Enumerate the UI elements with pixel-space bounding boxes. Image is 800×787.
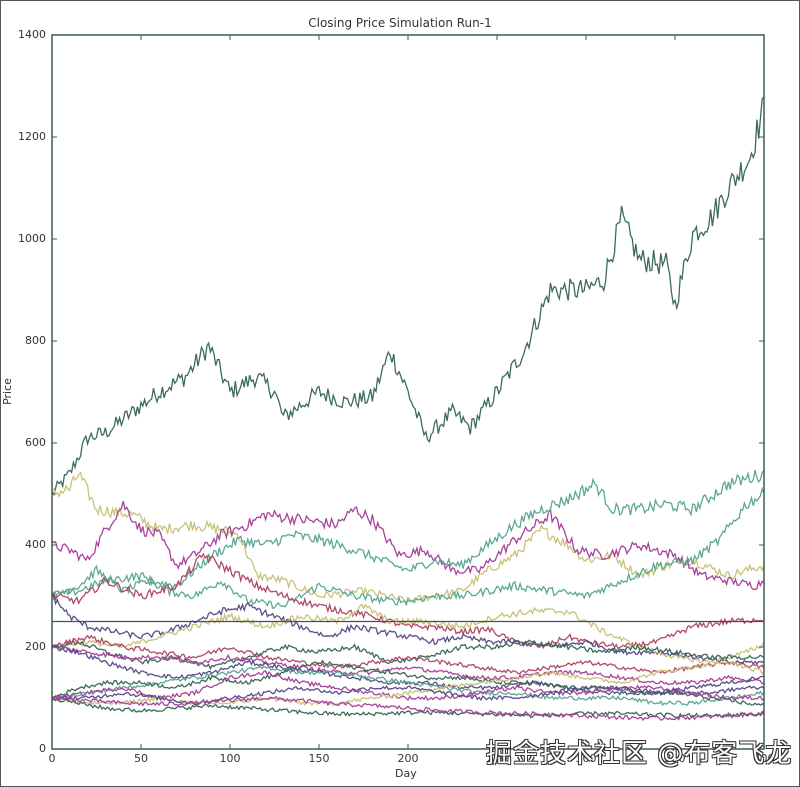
series-line-sim-10 (51, 644, 765, 686)
series-line-sim-14 (51, 659, 765, 706)
series-line-sim-11 (51, 634, 765, 675)
series-line-sim-1 (51, 96, 765, 496)
y-tick-label: 0 (39, 742, 46, 755)
x-tick-label: 100 (219, 752, 241, 765)
series-line-sim-4 (51, 469, 765, 600)
series-line-sim-9 (51, 639, 765, 671)
x-tick-label: 250 (486, 752, 508, 765)
series-line-sim-7 (51, 592, 765, 666)
series-line-sim-17 (51, 675, 765, 706)
series-line-sim-18 (51, 697, 765, 719)
x-tick-label: 400 (753, 752, 775, 765)
y-tick-label: 600 (25, 436, 46, 449)
x-tick-label: 350 (664, 752, 686, 765)
y-tick-label: 400 (25, 538, 46, 551)
y-tick-label: 1000 (18, 232, 46, 245)
series-line-sim-6 (51, 552, 765, 650)
series-line-sim-19 (51, 695, 765, 722)
y-tick-label: 1200 (18, 130, 46, 143)
chart-title: Closing Price Simulation Run-1 (308, 16, 492, 30)
series-line-sim-15 (51, 670, 765, 702)
x-tick-label: 300 (575, 752, 597, 765)
y-tick-label: 1400 (18, 28, 46, 41)
x-axis-label: Day (395, 767, 417, 780)
x-tick-label: 200 (397, 752, 419, 765)
series-line-sim-16 (51, 660, 765, 706)
x-tick-label: 0 (48, 752, 56, 765)
y-tick-label: 200 (25, 640, 46, 653)
x-tick-label: 50 (134, 752, 148, 765)
series-line-sim-13 (51, 665, 765, 706)
y-tick-label: 800 (25, 334, 46, 347)
series-line-sim-3 (51, 500, 765, 591)
watermark-text: 掘金技术社区 @布客飞龙 (486, 739, 793, 769)
x-tick-label: 150 (308, 752, 330, 765)
